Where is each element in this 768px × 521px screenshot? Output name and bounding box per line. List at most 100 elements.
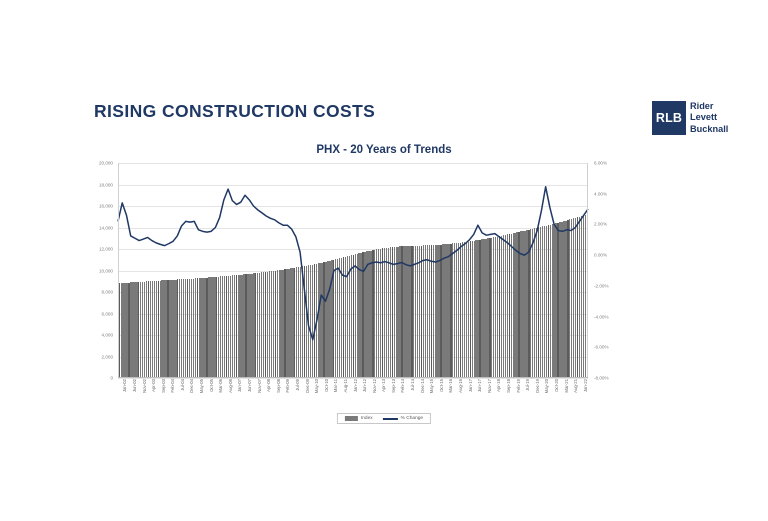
legend-label-percent-change: % Change <box>400 416 424 421</box>
x-tick-label: Nov-07 <box>256 379 262 393</box>
legend-label-index: Index <box>360 416 373 421</box>
x-tick-label: Feb-04 <box>170 379 176 393</box>
index-bar <box>381 248 384 378</box>
index-bar <box>317 263 319 378</box>
x-tick-label: Mar-21 <box>563 379 569 393</box>
index-bar <box>539 226 542 378</box>
x-tick-label: Feb-14 <box>400 379 406 393</box>
index-bar <box>179 279 181 378</box>
x-tick-label: Jan-17 <box>467 379 473 393</box>
index-bar <box>563 221 565 378</box>
x-tick-label: Nov-12 <box>371 379 377 393</box>
index-bar <box>204 277 206 378</box>
index-bar <box>344 256 347 378</box>
x-tick-label: Mar-16 <box>448 379 454 393</box>
index-bar <box>350 255 353 378</box>
index-bar <box>561 221 563 378</box>
index-bar <box>545 225 548 378</box>
x-tick-label: Mar-06 <box>218 379 224 393</box>
logo-mark: RLB <box>652 101 686 135</box>
x-tick-label: Nov-17 <box>486 379 492 393</box>
logo-word-bucknall: Bucknall <box>690 123 729 134</box>
chart-legend: Index % Change <box>336 413 432 424</box>
index-bar <box>387 247 390 378</box>
index-bar <box>337 258 339 378</box>
y-tick-label: 14,000 <box>98 225 113 230</box>
y-tick-label: 20,000 <box>98 160 113 166</box>
index-bar <box>141 281 144 378</box>
index-bar <box>584 214 587 378</box>
index-bar <box>147 281 150 378</box>
index-bar <box>356 253 358 378</box>
x-tick-label: Jun-12 <box>362 379 368 393</box>
index-bar <box>305 265 308 378</box>
index-bar <box>255 273 257 378</box>
index-bar <box>192 278 195 378</box>
index-bar <box>582 215 585 378</box>
index-bar <box>481 239 483 378</box>
index-bar <box>366 251 368 378</box>
index-bar <box>282 269 284 378</box>
index-bar <box>454 243 456 378</box>
index-bar <box>134 282 136 378</box>
index-bar <box>528 229 530 378</box>
index-bar <box>520 231 522 378</box>
x-tick-label: May-10 <box>314 379 320 394</box>
x-tick-label: Nov-02 <box>141 379 147 393</box>
index-bar <box>303 266 306 378</box>
index-bar <box>206 277 208 378</box>
gridline <box>118 184 588 186</box>
index-bar <box>493 237 495 378</box>
index-bar <box>535 227 538 378</box>
index-bar <box>225 275 228 378</box>
index-bar <box>473 240 475 378</box>
percent-change-line <box>117 186 589 341</box>
index-bar <box>461 242 464 378</box>
x-tick-label: Apr-03 <box>151 379 157 392</box>
index-bar <box>524 230 526 378</box>
x-tick-label: Sep-08 <box>275 379 281 393</box>
logo-word-levett: Levett <box>690 112 718 123</box>
index-bar <box>214 276 216 378</box>
x-tick-label: Aug-16 <box>458 379 464 393</box>
index-bar <box>514 232 516 378</box>
index-bar <box>128 282 130 378</box>
index-bar <box>541 226 544 378</box>
index-bar <box>377 249 380 378</box>
x-tick-label: Sep-03 <box>160 379 166 393</box>
index-bar <box>532 228 534 378</box>
index-bar <box>249 273 251 378</box>
index-bar <box>323 262 325 378</box>
index-bar <box>430 245 432 378</box>
index-bar <box>245 274 247 378</box>
index-bar <box>450 243 452 378</box>
index-bar <box>200 277 202 378</box>
index-bar <box>549 224 551 378</box>
index-bar <box>288 268 290 378</box>
index-bar <box>516 232 518 378</box>
x-tick-label: Aug-21 <box>573 379 579 393</box>
index-bar <box>120 283 122 378</box>
index-bar <box>292 268 294 378</box>
index-bar <box>223 276 226 378</box>
index-bar <box>161 280 163 378</box>
index-bar <box>467 241 470 378</box>
index-bar <box>385 247 388 378</box>
x-tick-label: Feb-09 <box>285 379 291 393</box>
index-bar <box>212 277 214 378</box>
chart-title: PHX - 20 Years of Trends <box>316 144 452 156</box>
index-bar <box>553 223 555 378</box>
index-bar <box>393 246 395 378</box>
index-bar <box>471 240 473 378</box>
x-tick-label: Jul-04 <box>179 379 185 391</box>
index-bar <box>413 245 415 378</box>
index-bar <box>239 274 241 378</box>
index-bar <box>346 256 349 378</box>
index-bar <box>578 216 581 378</box>
index-bar <box>237 274 239 378</box>
index-bar <box>496 236 499 378</box>
index-bar <box>268 271 271 378</box>
index-bar <box>151 281 154 378</box>
x-tick-label: May-05 <box>199 379 205 394</box>
